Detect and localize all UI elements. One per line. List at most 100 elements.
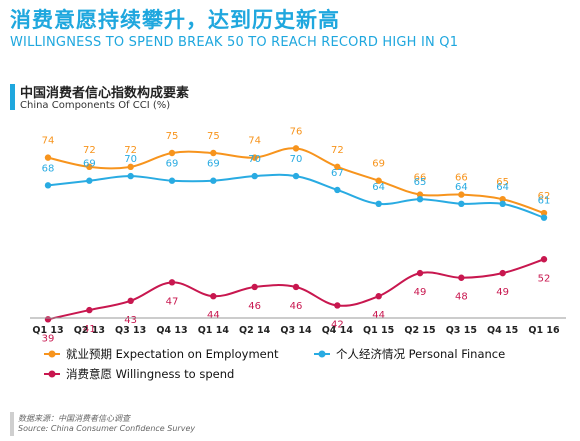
- data-point: [168, 177, 176, 184]
- data-point: [334, 163, 341, 171]
- data-label: 70: [248, 154, 261, 165]
- data-label: 43: [124, 315, 137, 326]
- data-point: [540, 256, 548, 263]
- x-tick-label: Q4 14: [322, 325, 354, 336]
- data-label: 49: [414, 287, 427, 298]
- data-label: 70: [124, 154, 137, 165]
- x-tick-label: Q3 13: [115, 325, 146, 336]
- chart-subtitle: China Components Of CCI (%): [20, 100, 171, 111]
- data-point: [416, 269, 424, 277]
- data-label: 65: [414, 177, 427, 188]
- legend-swatch-dot: [48, 350, 56, 358]
- data-label: 42: [331, 319, 344, 330]
- legend-label: 个人经济情况 Personal Finance: [336, 347, 505, 361]
- data-label: 46: [248, 301, 261, 312]
- x-tick-label: Q1 15: [363, 325, 394, 336]
- source-accent-bar: [10, 412, 14, 436]
- data-label: 65: [496, 177, 509, 188]
- x-tick-label: Q2 15: [404, 325, 435, 336]
- data-label: 46: [290, 301, 303, 312]
- legend-item-2: 个人经济情况 Personal Finance: [314, 347, 505, 361]
- data-label: 66: [455, 173, 468, 184]
- data-point: [44, 316, 52, 323]
- x-tick-label: Q1 13: [32, 325, 63, 336]
- legend-label: 就业预期 Expectation on Employment: [66, 347, 279, 361]
- data-point: [210, 293, 217, 300]
- data-label: 47: [166, 296, 179, 307]
- data-point: [334, 186, 341, 194]
- data-label: 44: [372, 310, 385, 321]
- source-note-en: Source: China Consumer Confidence Survey: [18, 424, 196, 433]
- data-point: [416, 196, 424, 203]
- data-label: 74: [42, 136, 55, 147]
- x-tick-label: Q2 13: [74, 325, 105, 336]
- data-point: [44, 154, 52, 161]
- legend-item-3: 消费意愿 Willingness to spend: [44, 367, 234, 381]
- data-point: [540, 214, 548, 221]
- data-point: [127, 297, 134, 305]
- data-point: [251, 154, 258, 161]
- data-point: [499, 269, 506, 277]
- data-label: 52: [538, 273, 551, 284]
- subheadline: WILLINGNESS TO SPEND BREAK 50 TO REACH R…: [10, 35, 459, 50]
- x-tick-label: Q1 14: [198, 325, 230, 336]
- series-line-2: [47, 173, 545, 219]
- data-point: [375, 293, 382, 300]
- data-label: 61: [538, 196, 551, 207]
- data-label: 67: [331, 168, 344, 179]
- data-point: [292, 145, 300, 152]
- legend-swatch-dot: [318, 350, 326, 358]
- data-point: [458, 200, 465, 208]
- data-label: 76: [290, 126, 303, 137]
- legend-swatch-dot: [48, 370, 56, 378]
- data-point: [540, 209, 548, 217]
- x-tick-label: Q3 14: [280, 325, 312, 336]
- data-label: 62: [538, 191, 551, 202]
- data-point: [334, 302, 341, 309]
- data-label: 69: [372, 159, 385, 170]
- data-label: 69: [166, 159, 179, 170]
- data-label: 72: [124, 145, 137, 156]
- x-tick-label: Q4 15: [487, 325, 518, 336]
- data-point: [168, 279, 176, 286]
- data-point: [499, 200, 506, 208]
- data-point: [375, 177, 382, 184]
- data-point: [375, 200, 382, 208]
- data-point: [292, 283, 300, 291]
- data-label: 75: [207, 131, 220, 142]
- data-point: [86, 163, 93, 171]
- data-point: [127, 163, 134, 171]
- data-point: [251, 283, 258, 291]
- data-label: 64: [496, 182, 509, 193]
- data-label: 69: [207, 159, 220, 170]
- data-label: 64: [455, 182, 468, 193]
- data-label: 49: [496, 287, 509, 298]
- data-label: 74: [248, 136, 261, 147]
- x-tick-label: Q4 13: [156, 325, 187, 336]
- data-point: [292, 172, 300, 180]
- data-point: [86, 177, 93, 184]
- data-point: [210, 177, 217, 184]
- title-accent-bar: [10, 84, 15, 110]
- data-point: [168, 149, 176, 157]
- data-label: 72: [83, 145, 96, 156]
- data-point: [251, 172, 258, 180]
- data-label: 41: [83, 324, 96, 335]
- series-3: 39 41 43 47 44 46 46 42 44 49 48 49 52: [42, 256, 551, 344]
- data-label: 66: [414, 173, 427, 184]
- headline: 消费意愿持续攀升，达到历史新高: [10, 8, 340, 32]
- data-label: 68: [42, 163, 55, 174]
- data-label: 70: [290, 154, 303, 165]
- x-tick-label: Q1 16: [528, 325, 560, 336]
- legend-item-1: 就业预期 Expectation on Employment: [44, 347, 279, 361]
- chart-title: 中国消费者信心指数构成要素: [20, 86, 190, 101]
- data-point: [458, 191, 465, 198]
- data-label: 72: [331, 145, 344, 156]
- x-tick-label: Q3 15: [446, 325, 477, 336]
- data-point: [210, 149, 217, 157]
- data-point: [44, 182, 52, 189]
- legend-label: 消费意愿 Willingness to spend: [66, 367, 234, 381]
